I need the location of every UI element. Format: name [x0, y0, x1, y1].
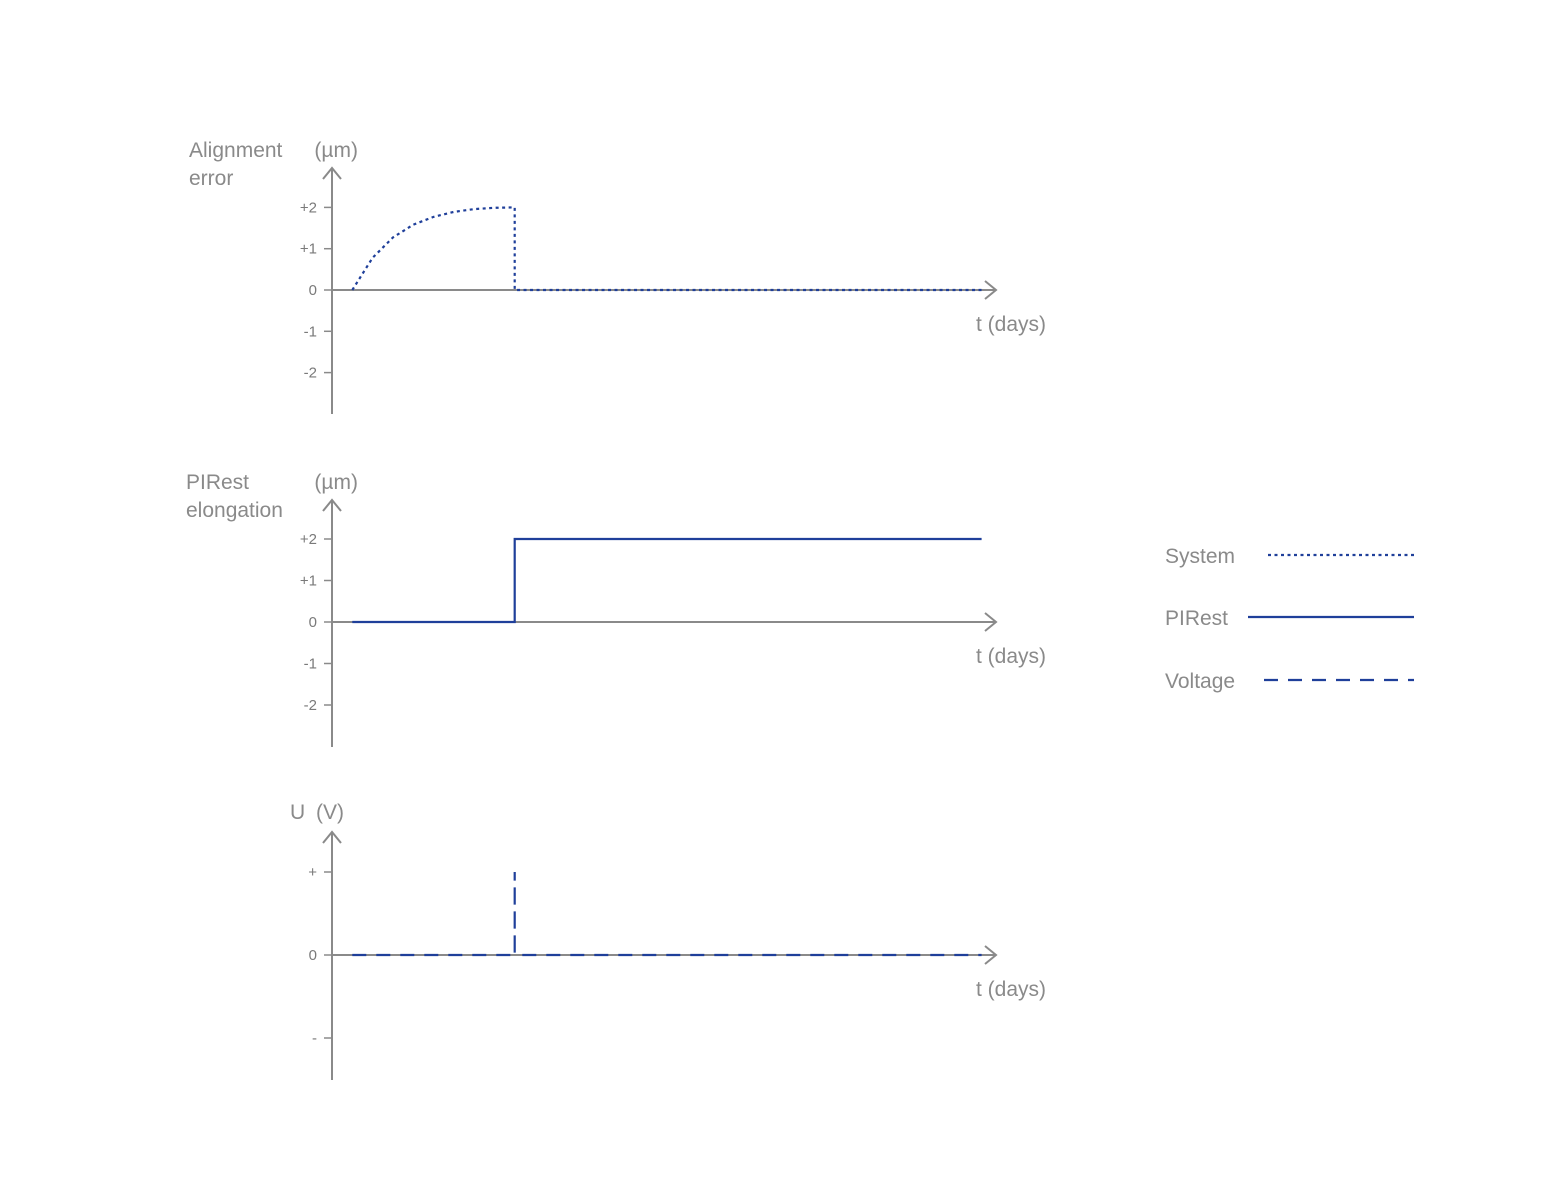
legend-label-system: System: [1165, 545, 1235, 568]
y-axis-arrow: [322, 830, 342, 844]
y-tick-label: -: [312, 1030, 317, 1047]
legend: System PIRest Voltage: [1165, 545, 1414, 693]
y-axis-label: PIRest: [186, 471, 249, 494]
x-axis-label: t (days): [976, 313, 1046, 336]
y-tick-label: +1: [300, 573, 317, 590]
y-tick-label: -1: [304, 656, 317, 673]
x-axis-arrow: [984, 612, 998, 632]
chart-panel-3: +0 - U (V) t (days): [290, 801, 1046, 1080]
x-axis-label: t (days): [976, 978, 1046, 1001]
y-tick-label: 0: [309, 282, 317, 299]
x-axis-arrow: [984, 280, 998, 300]
x-axis-label: t (days): [976, 645, 1046, 668]
series-line-system: [351, 206, 982, 292]
y-axis-label: Alignment: [189, 139, 283, 162]
y-tick-label: +2: [300, 199, 317, 216]
chart-panel-2: +2 +1 0 -1 -2 PIRest elongation (µm) t (days): [186, 471, 1046, 747]
y-axis-label-line-2: elongation: [186, 499, 283, 522]
y-axis-unit: (µm): [314, 471, 358, 494]
y-tick-label: +1: [300, 241, 317, 258]
y-axis-label: U: [290, 801, 305, 824]
y-axis-unit: (µm): [314, 139, 358, 162]
y-tick-label: -2: [304, 697, 317, 714]
y-tick-label: 0: [309, 614, 317, 631]
chart-panel-1: +2 +1 0 -1 -2 Alignment error (µm) t (days): [189, 139, 1046, 414]
y-axis-unit: (V): [316, 801, 344, 824]
y-tick-label: +: [308, 864, 317, 881]
legend-label-voltage: Voltage: [1165, 670, 1235, 693]
y-tick-label: +2: [300, 531, 317, 548]
series-line-voltage: [352, 872, 982, 957]
y-tick-label: -1: [304, 323, 317, 340]
y-tick-label: -2: [304, 365, 317, 382]
series-line-pirest: [352, 537, 982, 624]
y-tick-label: 0: [309, 947, 317, 964]
x-axis-arrow: [984, 945, 998, 965]
y-axis-arrow: [322, 166, 342, 180]
y-axis-arrow: [322, 498, 342, 512]
legend-label-pirest: PIRest: [1165, 607, 1228, 630]
y-axis-label-line-2: error: [189, 167, 233, 190]
